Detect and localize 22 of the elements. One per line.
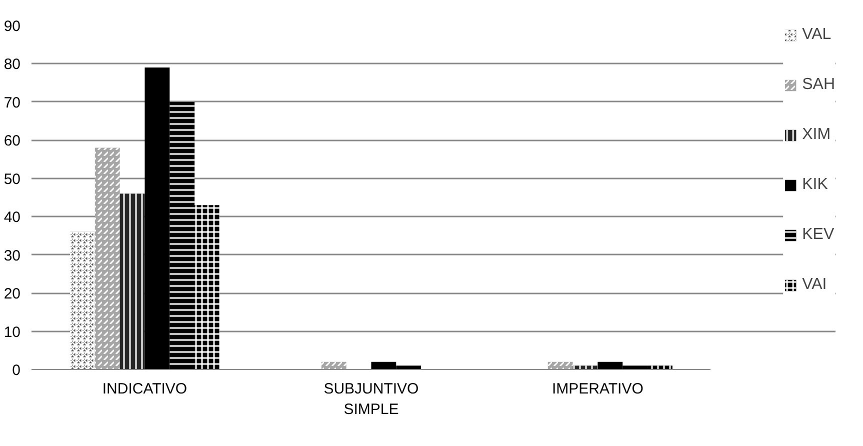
bar [598,362,623,370]
bar [144,68,170,370]
legend-label: VAL [802,25,832,45]
legend-label: KIK [802,175,828,195]
y-tick-label: 60 [4,132,21,150]
y-tick-label: 0 [12,362,20,379]
y-tick-label: 50 [4,170,21,188]
legend-label: VAI [802,275,827,295]
y-tick-label: 90 [4,18,21,35]
legend-label: KEV [802,225,834,245]
bar [371,362,396,370]
y-tick-label: 30 [4,247,21,264]
x-tick-label: INDICATIVO [102,380,188,398]
legend-label: SAH [802,75,835,95]
y-tick-label: 80 [4,56,21,74]
y-tick-label: 10 [4,324,21,341]
y-tick-label: 40 [4,209,21,226]
y-tick-label: 20 [4,286,21,303]
legend-label: XIM [802,125,831,145]
y-tick-label: 70 [4,94,21,112]
x-tick-label: IMPERATIVO [552,380,644,398]
x-tick-label: SUBJUNTIVO SIMPLE [324,380,419,418]
